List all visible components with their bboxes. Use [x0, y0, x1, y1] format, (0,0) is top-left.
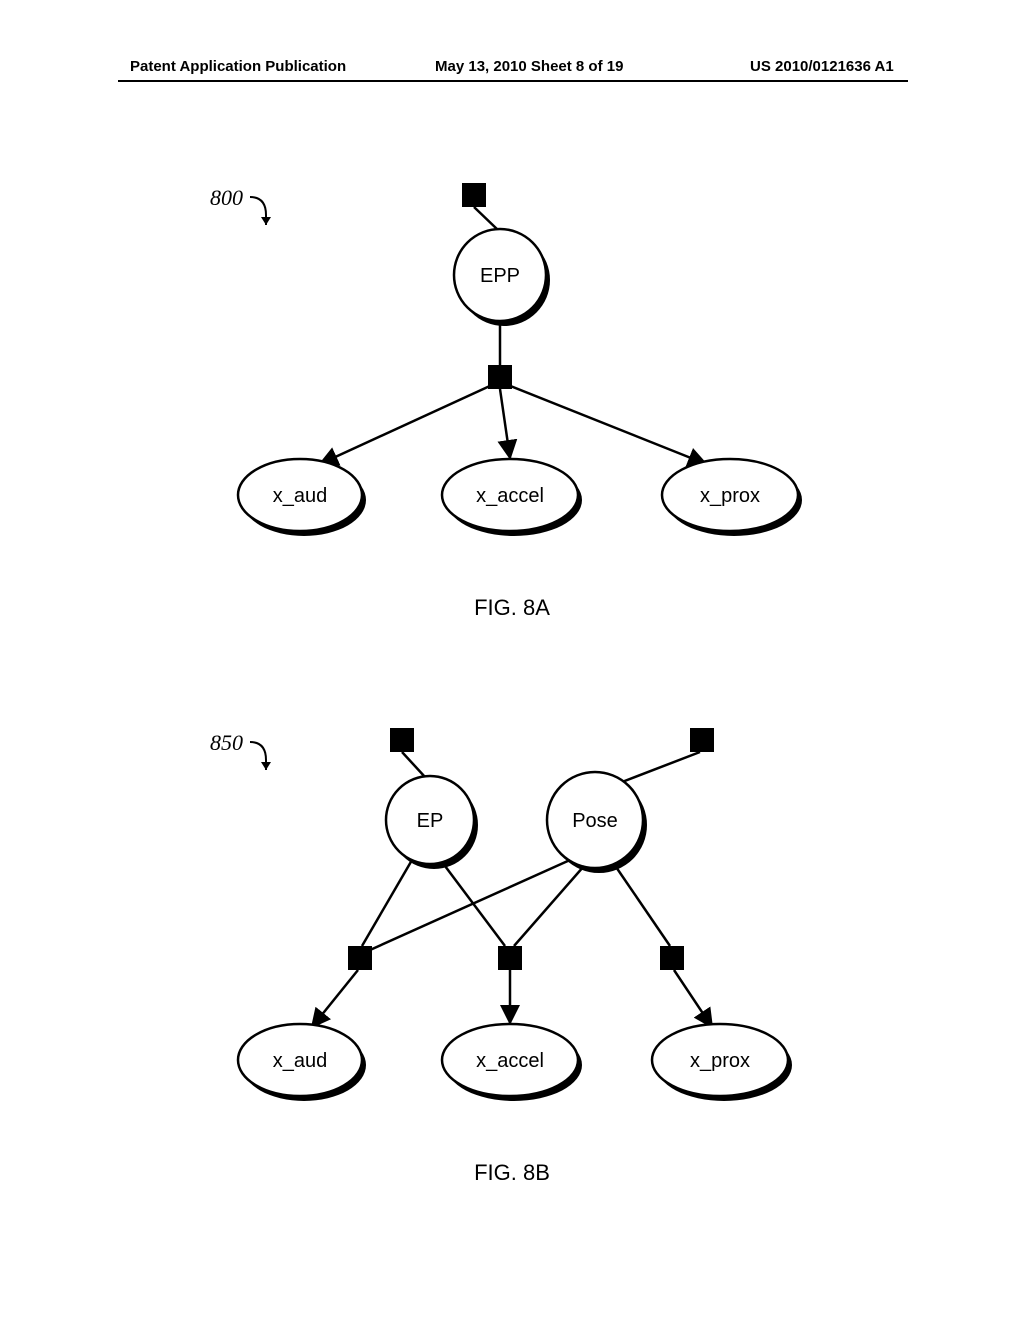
node-ep-label: EP	[417, 810, 444, 832]
fig-8b: 850 EP Pose x_aud x_accel	[0, 720, 1024, 1160]
caption-8b: FIG. 8B	[0, 1160, 1024, 1186]
caption-8a: FIG. 8A	[0, 595, 1024, 621]
node-x-prox-b-label: x_prox	[690, 1050, 750, 1072]
fig-8a: 800 EPP x_aud x_accel x_prox	[0, 175, 1024, 595]
factor-top-left	[390, 728, 414, 752]
node-x-accel-b: x_accel	[442, 1024, 582, 1101]
node-x-accel-b-label: x_accel	[476, 1050, 544, 1072]
factor-accel	[498, 946, 522, 970]
factor-top	[462, 183, 486, 207]
node-x-aud-b: x_aud	[238, 1024, 366, 1101]
ref-800-text: 800	[210, 185, 243, 210]
node-x-aud-b-label: x_aud	[273, 1050, 328, 1072]
node-x-prox-a-label: x_prox	[700, 485, 760, 507]
node-epp-label: EPP	[480, 265, 520, 287]
header-date-sheet: May 13, 2010 Sheet 8 of 19	[435, 58, 623, 75]
node-x-accel-a: x_accel	[442, 459, 582, 536]
node-ep: EP	[386, 776, 478, 869]
node-pose-label: Pose	[572, 810, 618, 832]
factor-top-right	[690, 728, 714, 752]
node-x-prox-a: x_prox	[662, 459, 802, 536]
header-publication: Patent Application Publication	[130, 58, 346, 75]
factor-aud	[348, 946, 372, 970]
factor-prox	[660, 946, 684, 970]
ref-850-text: 850	[210, 730, 243, 755]
ref-850: 850	[210, 730, 271, 770]
header-rule	[118, 80, 908, 82]
node-epp: EPP	[454, 229, 550, 326]
node-x-accel-a-label: x_accel	[476, 485, 544, 507]
node-x-aud-a-label: x_aud	[273, 485, 328, 507]
header-pubnum: US 2010/0121636 A1	[750, 58, 894, 75]
ref-800: 800	[210, 185, 271, 225]
node-pose: Pose	[547, 772, 647, 873]
node-x-aud-a: x_aud	[238, 459, 366, 536]
node-x-prox-b: x_prox	[652, 1024, 792, 1101]
